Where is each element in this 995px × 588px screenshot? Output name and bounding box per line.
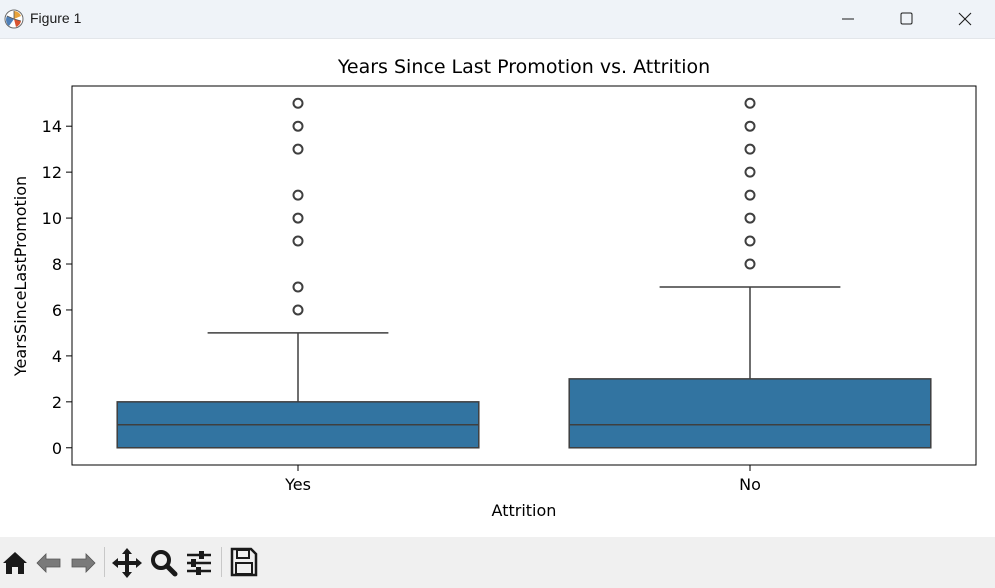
plot-canvas: 0 2 4 6 8 10 12 14 Yes No Years Since Last Promo…: [0, 39, 995, 537]
y-tick-label: 12: [42, 163, 62, 182]
forward-arrow-icon: [71, 553, 96, 573]
y-tick-label: 10: [42, 209, 62, 228]
outlier-point: [292, 120, 304, 132]
x-tick-label: No: [739, 475, 761, 494]
configure-subplots-icon: [187, 551, 211, 575]
outlier-point: [744, 120, 756, 132]
outlier-point: [744, 258, 756, 270]
y-tick-label: 8: [52, 255, 62, 274]
outlier-point: [292, 304, 304, 316]
y-tick-label: 2: [52, 393, 62, 412]
minimize-icon: [842, 18, 854, 20]
outlier-point: [744, 212, 756, 224]
y-tick-label: 4: [52, 347, 62, 366]
window-title: Figure 1: [30, 10, 82, 26]
outlier-point: [292, 189, 304, 201]
chart-svg: 0 2 4 6 8 10 12 14 Yes No Years Since Last Promo…: [11, 56, 977, 520]
outlier-point: [292, 97, 304, 109]
outlier-point: [292, 235, 304, 247]
minimize-button[interactable]: [819, 0, 877, 38]
chart-marks: [116, 97, 932, 449]
home-icon: [3, 552, 27, 574]
toolbar-separator: [221, 547, 222, 577]
axes-frame: [71, 85, 977, 466]
outlier-point: [744, 143, 756, 155]
y-axis-label: YearsSinceLastPromotion: [11, 176, 30, 377]
y-tick-label: 0: [52, 439, 62, 458]
y-axis: 0 2 4 6 8 10 12 14: [42, 117, 72, 458]
box-group-no: [568, 97, 932, 449]
maximize-icon: [900, 12, 913, 25]
outlier-point: [744, 189, 756, 201]
pan-button[interactable]: [111, 545, 143, 579]
back-button[interactable]: [33, 545, 65, 579]
title-bar: Figure 1: [0, 0, 995, 39]
outlier-point: [292, 212, 304, 224]
x-axis-label: Attrition: [492, 501, 557, 520]
maximize-button[interactable]: [877, 0, 935, 38]
outlier-point: [744, 235, 756, 247]
close-icon: [958, 12, 972, 26]
forward-button[interactable]: [67, 545, 99, 579]
app-icon: [4, 9, 24, 29]
outlier-point: [292, 281, 304, 293]
box-group-yes: [116, 97, 480, 449]
box-iqr: [568, 378, 932, 449]
home-button[interactable]: [0, 545, 32, 579]
configure-subplots-button[interactable]: [183, 545, 215, 579]
save-button[interactable]: [228, 545, 260, 579]
y-tick-label: 14: [42, 117, 62, 136]
outlier-point: [744, 166, 756, 178]
x-tick-label: Yes: [284, 475, 311, 494]
back-arrow-icon: [36, 553, 61, 573]
pan-move-icon: [112, 548, 142, 578]
outlier-point: [292, 143, 304, 155]
toolbar-separator: [104, 547, 105, 577]
chart-title: Years Since Last Promotion vs. Attrition: [337, 56, 710, 78]
x-axis: Yes No: [284, 465, 761, 494]
y-tick-label: 6: [52, 301, 62, 320]
outlier-point: [744, 97, 756, 109]
navigation-toolbar: [0, 537, 995, 588]
close-button[interactable]: [936, 0, 994, 38]
zoom-button[interactable]: [148, 545, 180, 579]
zoom-magnifier-icon: [151, 550, 178, 577]
save-floppy-icon: [230, 547, 258, 577]
